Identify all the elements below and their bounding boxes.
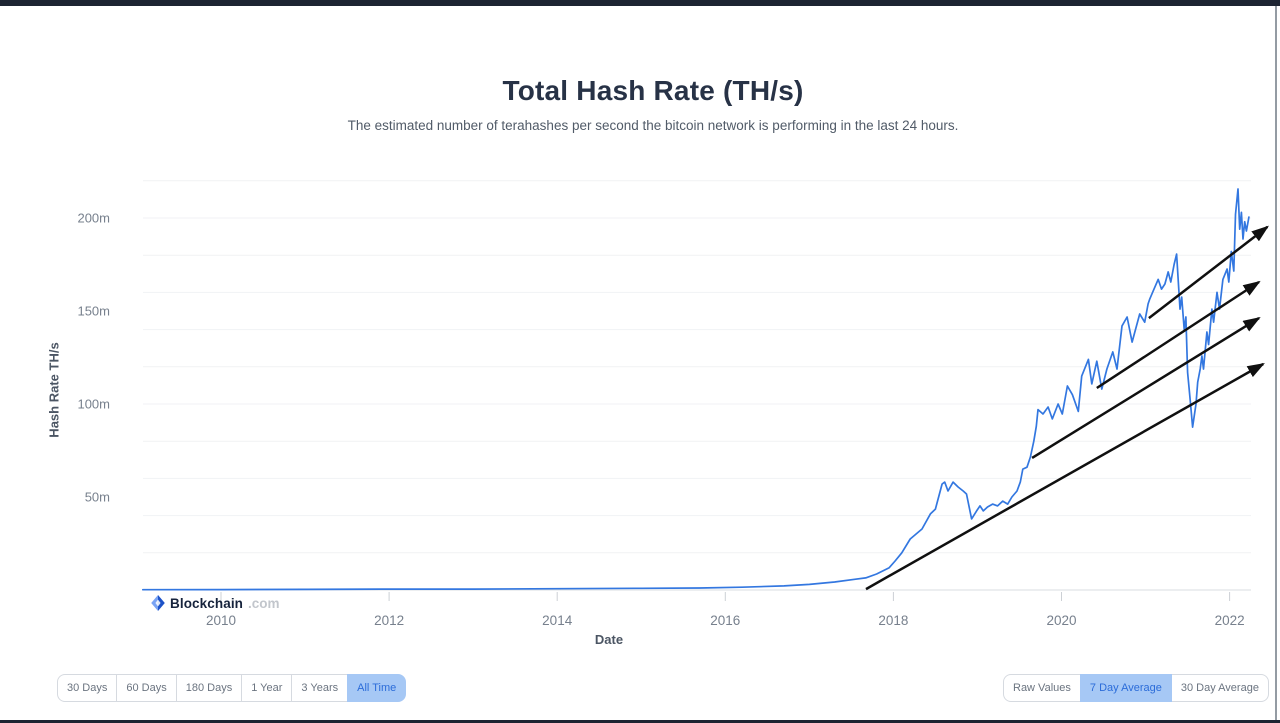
aggregation-button-raw-values[interactable]: Raw Values [1003,674,1081,702]
page-edge-line [1275,6,1277,723]
timeframe-button-all-time[interactable]: All Time [347,674,407,702]
x-tick-label: 2018 [878,613,908,628]
trend-arrow [1096,280,1261,390]
blockchain-diamond-icon [151,595,165,611]
page-subtitle: The estimated number of terahashes per s… [347,118,959,133]
aggregation-button-group: Raw Values 7 Day Average 30 Day Average [1003,674,1269,702]
timeframe-button-3-years[interactable]: 3 Years [291,674,349,702]
x-tick-label: 2016 [710,613,740,628]
x-tick-label: 2022 [1215,613,1245,628]
logo-text: Blockchain [170,595,244,611]
timeframe-button-30-days[interactable]: 30 Days [57,674,118,702]
logo-suffix: .com [248,595,280,611]
timeframe-button-60-days[interactable]: 60 Days [116,674,177,702]
x-tick-label: 2014 [542,613,573,628]
trend-arrow [1031,317,1261,459]
y-tick-label: 50m [85,490,110,505]
y-tick-label: 100m [77,397,110,412]
trend-arrow [1148,225,1269,320]
x-axis-title: Date [594,632,624,647]
x-tick-label: 2010 [206,613,236,628]
y-tick-label: 150m [77,304,110,319]
blockchain-logo[interactable]: Blockchain .com [151,594,280,612]
timeframe-button-1-year[interactable]: 1 Year [241,674,293,702]
x-tick-label: 2012 [374,613,404,628]
aggregation-button-7-day-average[interactable]: 7 Day Average [1079,674,1172,702]
x-tick-label: 2020 [1046,613,1076,628]
page-title: Total Hash Rate (TH/s) [502,75,804,106]
timeframe-button-180-days[interactable]: 180 Days [175,674,243,702]
y-tick-label: 200m [77,211,110,226]
trend-arrow [865,362,1265,591]
timeframe-button-group: 30 Days 60 Days 180 Days 1 Year 3 Years All T… [57,674,407,702]
hash-rate-line [141,188,1250,591]
aggregation-button-30-day-average[interactable]: 30 Day Average [1170,674,1269,702]
bottom-border-bar [0,720,1280,723]
top-border-bar [0,0,1280,6]
